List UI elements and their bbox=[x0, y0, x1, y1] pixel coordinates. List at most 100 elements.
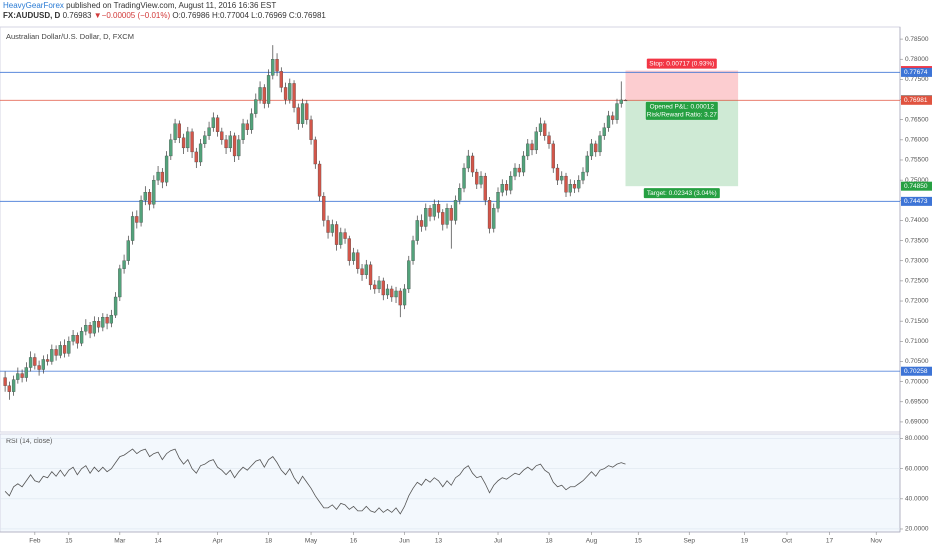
candle-body bbox=[271, 59, 275, 76]
y-tick-label: 0.77500 bbox=[905, 76, 929, 83]
candle-body bbox=[237, 139, 241, 157]
candle-body bbox=[381, 280, 385, 296]
candle-body bbox=[611, 115, 615, 120]
y-tick-label: 0.75000 bbox=[905, 177, 929, 184]
candle-body bbox=[585, 155, 589, 173]
candle-body bbox=[594, 143, 598, 153]
published: published on TradingView.com, August 11,… bbox=[66, 1, 277, 10]
target-label-box bbox=[643, 188, 720, 199]
candle-body bbox=[67, 341, 71, 354]
candle-body bbox=[3, 377, 7, 386]
price-tag-label: 0.77674 bbox=[904, 69, 928, 76]
x-tick-label: Feb bbox=[29, 538, 41, 545]
candle-body bbox=[504, 184, 509, 191]
y-tick-label: 60.0000 bbox=[905, 465, 929, 472]
candle-body bbox=[241, 123, 245, 140]
candle-body bbox=[360, 268, 364, 275]
x-tick-label: 15 bbox=[65, 538, 73, 545]
price-tag-label: 0.74850 bbox=[904, 183, 928, 190]
candle-body bbox=[547, 135, 551, 145]
candle-body bbox=[492, 208, 496, 229]
candle-body bbox=[113, 296, 118, 316]
x-tick-label: Jul bbox=[494, 538, 503, 545]
candle-body bbox=[33, 357, 37, 366]
candle-body bbox=[623, 99, 628, 102]
candle-body bbox=[615, 103, 619, 120]
author[interactable]: HeavyGearForex bbox=[3, 1, 64, 10]
candle-body bbox=[513, 167, 517, 177]
x-tick-label: 14 bbox=[154, 538, 162, 545]
candle-body bbox=[390, 288, 394, 298]
candle-body bbox=[445, 208, 449, 225]
candle-body bbox=[37, 365, 41, 370]
y-tick-label: 0.74000 bbox=[905, 217, 929, 224]
candle-body bbox=[198, 143, 203, 163]
candle-body bbox=[313, 139, 317, 165]
candle-body bbox=[245, 123, 249, 130]
candle-body bbox=[326, 220, 330, 233]
candle-body bbox=[458, 188, 462, 201]
candle-body bbox=[181, 137, 186, 149]
candle-body bbox=[16, 373, 20, 380]
candle-body bbox=[470, 155, 475, 173]
candle-body bbox=[279, 71, 283, 88]
candle-body bbox=[619, 99, 623, 104]
candle-body bbox=[347, 238, 351, 261]
candle-body bbox=[224, 139, 228, 149]
candle-body bbox=[45, 359, 50, 362]
symbol: FX:AUDUSD, D bbox=[3, 11, 61, 20]
candle-body bbox=[509, 175, 513, 191]
candle-body bbox=[130, 216, 135, 241]
x-tick-label: 13 bbox=[435, 538, 443, 545]
candle-body bbox=[126, 240, 130, 261]
candle-body bbox=[160, 171, 164, 183]
candle-body bbox=[453, 200, 458, 221]
candle-body bbox=[143, 192, 147, 201]
candle-body bbox=[20, 373, 24, 378]
candle-body bbox=[551, 143, 555, 169]
y-tick-label: 0.78500 bbox=[905, 36, 929, 43]
candle-body bbox=[487, 200, 492, 229]
candle-body bbox=[521, 155, 526, 173]
candle-body bbox=[262, 87, 266, 104]
x-tick-label: 19 bbox=[741, 538, 749, 545]
y-tick-label: 0.71500 bbox=[905, 318, 929, 325]
candle-body bbox=[517, 167, 521, 173]
candle-body bbox=[589, 143, 594, 157]
candle-body bbox=[122, 260, 126, 269]
change: −0.00005 (−0.01%) bbox=[101, 11, 171, 20]
x-tick-label: 17 bbox=[826, 538, 834, 545]
candle-body bbox=[555, 167, 560, 181]
candle-body bbox=[479, 175, 483, 185]
x-tick-label: 16 bbox=[350, 538, 358, 545]
candle-body bbox=[173, 123, 177, 140]
y-tick-label: 0.69000 bbox=[905, 419, 929, 426]
candle-body bbox=[75, 335, 79, 344]
candle-body bbox=[462, 167, 466, 189]
ohlc: O:0.76986 H:0.77004 L:0.76969 C:0.76981 bbox=[172, 11, 326, 20]
candle-body bbox=[305, 103, 309, 120]
candle-body bbox=[351, 252, 356, 261]
candle-body bbox=[441, 212, 445, 225]
candle-body bbox=[215, 117, 220, 132]
candle-body bbox=[560, 175, 564, 181]
candle-body bbox=[402, 288, 407, 306]
candle-body bbox=[156, 171, 160, 181]
candle-body bbox=[11, 379, 16, 392]
candle-body bbox=[232, 135, 237, 157]
candle-body bbox=[475, 171, 479, 185]
candle-body bbox=[339, 232, 343, 245]
candle-body bbox=[135, 216, 139, 223]
x-tick-label: Oct bbox=[782, 538, 792, 545]
candle-body bbox=[54, 349, 58, 356]
candle-body bbox=[254, 99, 258, 114]
pnl-box bbox=[645, 101, 718, 120]
y-tick-label: 0.71000 bbox=[905, 338, 929, 345]
rr-label: Risk/Reward Ratio: 3.27 bbox=[647, 112, 717, 119]
y-tick-label: 80.0000 bbox=[905, 435, 929, 442]
candle-body bbox=[419, 220, 424, 227]
candle-body bbox=[118, 268, 122, 298]
last-price: 0.76983 bbox=[62, 11, 92, 20]
candle-body bbox=[220, 131, 224, 140]
